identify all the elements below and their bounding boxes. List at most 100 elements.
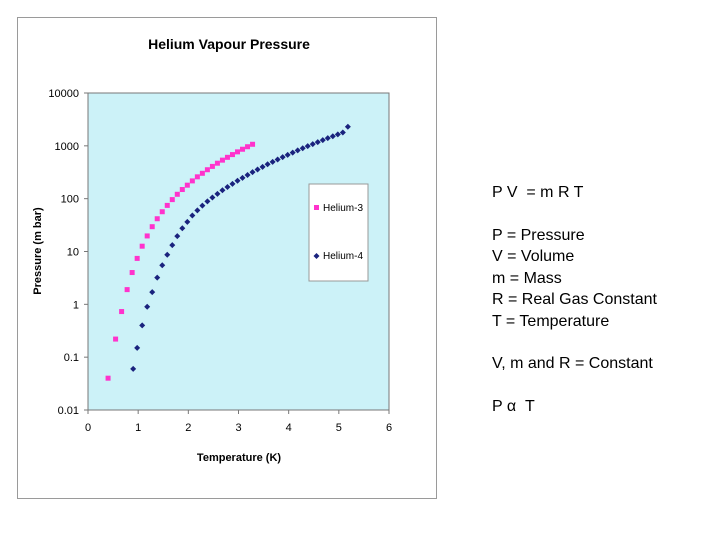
legend-label-helium-3: Helium-3 xyxy=(323,203,363,214)
helium-4-point-1 xyxy=(134,344,141,351)
helium-3-point-1 xyxy=(113,336,119,342)
helium-4-point-4 xyxy=(149,289,156,296)
helium-4-point-20 xyxy=(229,180,236,187)
helium-4-point-25 xyxy=(254,166,261,173)
constant-text: V, m and R = Constant xyxy=(492,355,653,372)
helium-4-point-34 xyxy=(299,145,306,152)
spacer xyxy=(492,332,657,353)
x-tick-label-6: 6 xyxy=(386,422,392,434)
legend-marker-helium-3 xyxy=(314,205,319,210)
proportional-text: P α T xyxy=(492,397,535,415)
helium-4-point-9 xyxy=(174,233,181,240)
helium-4-point-11 xyxy=(184,218,191,225)
y-tick-label-2: 1 xyxy=(73,299,79,311)
y-tick-label-4: 100 xyxy=(61,194,79,206)
chart-frame: Helium Vapour Pressure 0 1 2 3 4 5 6 0.01 0.1 1 10… xyxy=(17,17,437,499)
helium-3-point-9 xyxy=(154,216,160,222)
helium-4-point-18 xyxy=(219,187,226,194)
helium-4-point-10 xyxy=(179,225,186,232)
helium-4-point-17 xyxy=(214,190,221,197)
axis-ticks: 0 1 2 3 4 5 6 0.01 0.1 1 10 100 1000 10000 xyxy=(48,88,392,434)
helium-4-point-7 xyxy=(164,251,171,258)
helium-3-point-17 xyxy=(194,174,200,180)
helium-4-point-24 xyxy=(249,169,256,176)
x-tick-label-2: 2 xyxy=(185,422,191,434)
helium-4-point-43 xyxy=(344,123,351,130)
formula-text: P V = m R T xyxy=(492,184,584,201)
y-tick-label-1: 0.1 xyxy=(64,352,79,364)
y-tick-label-6: 10000 xyxy=(48,88,79,100)
helium-4-point-27 xyxy=(264,161,271,168)
helium-4-point-12 xyxy=(189,212,196,219)
helium-3-point-8 xyxy=(149,224,155,230)
helium-3-point-11 xyxy=(164,202,170,208)
helium-3-point-3 xyxy=(124,287,130,293)
helium-3-point-26 xyxy=(240,146,246,152)
helium-3-point-2 xyxy=(119,309,125,315)
helium-4-point-14 xyxy=(199,202,206,209)
helium-3-point-25 xyxy=(234,149,240,155)
helium-3-point-15 xyxy=(184,182,190,188)
helium-4-point-5 xyxy=(154,274,161,281)
x-tick-label-4: 4 xyxy=(286,422,292,434)
helium-3-point-27 xyxy=(245,144,251,150)
helium-3-point-6 xyxy=(139,243,145,249)
helium-4-point-41 xyxy=(334,131,341,138)
helium-4-point-38 xyxy=(319,137,326,144)
helium-4-point-29 xyxy=(274,156,281,163)
helium-3-point-13 xyxy=(174,191,180,197)
legend-label-helium-4: Helium-4 xyxy=(323,251,363,262)
helium-4-point-33 xyxy=(294,147,301,154)
helium-3-point-24 xyxy=(229,152,235,158)
helium-3-point-23 xyxy=(224,154,230,160)
helium-4-point-42 xyxy=(339,129,346,136)
x-tick-label-0: 0 xyxy=(85,422,91,434)
spacer xyxy=(492,375,657,396)
helium-3-point-0 xyxy=(105,375,111,381)
helium-4-point-37 xyxy=(314,139,321,146)
helium-4-point-35 xyxy=(304,143,311,150)
helium-4-point-6 xyxy=(159,262,166,269)
helium-4-point-30 xyxy=(279,154,286,161)
y-tick-label-3: 10 xyxy=(67,247,79,259)
helium-4-point-40 xyxy=(329,133,336,140)
x-axis-label: Temperature (K) xyxy=(197,452,281,464)
helium-3-point-12 xyxy=(169,197,175,203)
helium-3-point-5 xyxy=(134,255,140,261)
helium-3-point-4 xyxy=(129,270,135,276)
helium-3-point-18 xyxy=(199,170,205,176)
helium-3-point-20 xyxy=(209,163,215,169)
helium-4-point-22 xyxy=(239,174,246,181)
helium-4-point-23 xyxy=(244,171,251,178)
chart-title: Helium Vapour Pressure xyxy=(148,36,310,52)
x-tick-label-5: 5 xyxy=(336,422,342,434)
helium-4-point-31 xyxy=(284,151,291,158)
helium-4-point-13 xyxy=(194,207,201,214)
helium-4-point-3 xyxy=(144,303,151,310)
y-axis-label: Pressure (m bar) xyxy=(32,207,44,295)
y-tick-label-0: 0.01 xyxy=(58,405,79,417)
definition-volume: V = Volume xyxy=(492,248,575,265)
helium-4-point-36 xyxy=(309,141,316,148)
helium-3-point-14 xyxy=(179,187,185,193)
legend-marker-helium-4 xyxy=(313,253,320,259)
helium-3-point-22 xyxy=(219,157,225,163)
x-tick-label-3: 3 xyxy=(235,422,241,434)
definition-gas-constant: R = Real Gas Constant xyxy=(492,291,657,308)
x-tick-label-1: 1 xyxy=(135,422,141,434)
vapour-pressure-chart: Helium Vapour Pressure 0 1 2 3 4 5 6 0.01 0.1 1 10… xyxy=(32,36,392,464)
helium-3-point-21 xyxy=(214,160,220,166)
helium-3-point-10 xyxy=(159,209,165,215)
helium-4-point-32 xyxy=(289,149,296,156)
helium-3-point-7 xyxy=(144,233,150,239)
helium-4-point-21 xyxy=(234,177,241,184)
helium-4-point-16 xyxy=(209,194,216,201)
definition-pressure: P = Pressure xyxy=(492,226,585,244)
legend-box xyxy=(308,183,369,282)
y-tick-label-5: 1000 xyxy=(55,141,79,153)
notes-panel: P V = m R T P = Pressure V = Volume m = … xyxy=(492,182,657,417)
helium-4-point-28 xyxy=(269,158,276,165)
helium-3-point-16 xyxy=(189,178,195,184)
data-points xyxy=(105,123,351,381)
helium-4-point-19 xyxy=(224,184,231,191)
